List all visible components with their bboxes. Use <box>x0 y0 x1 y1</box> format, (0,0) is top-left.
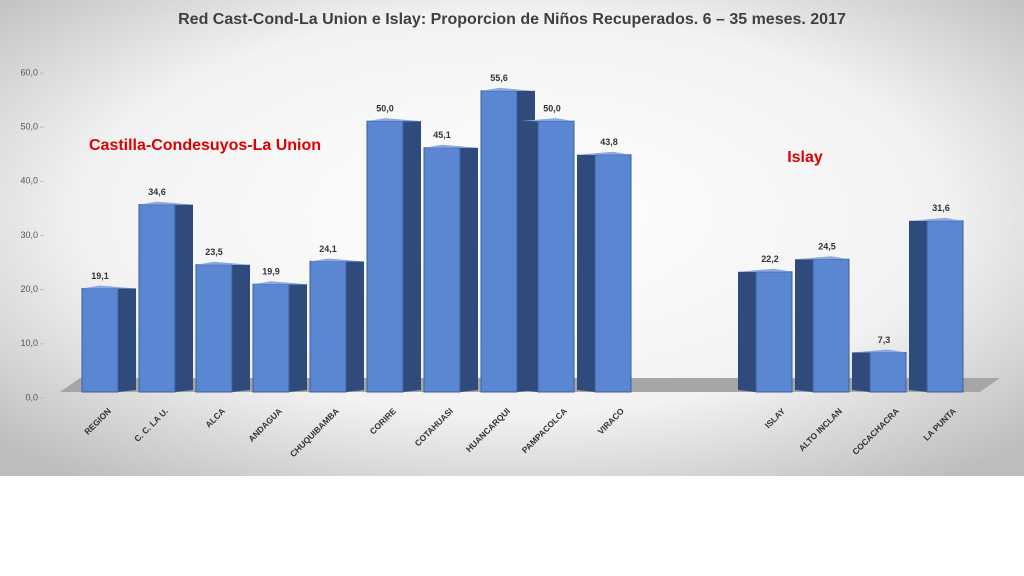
bar-side <box>460 147 478 392</box>
bar-side <box>738 271 756 392</box>
bar-top <box>82 285 136 289</box>
bar-top <box>196 261 250 265</box>
value-label: 50,0 <box>543 104 561 114</box>
bar-top <box>253 281 307 285</box>
y-tick-label: 30,0 <box>20 230 38 240</box>
bar-top <box>424 144 478 148</box>
bar <box>252 283 290 393</box>
bar-side <box>175 204 193 392</box>
bar-side <box>852 352 870 392</box>
bar <box>195 264 233 393</box>
bar <box>480 90 518 393</box>
bar-side <box>520 121 538 393</box>
value-label: 43,8 <box>600 137 618 147</box>
value-label: 34,6 <box>148 187 166 197</box>
bar <box>366 120 404 393</box>
bar-side <box>909 220 927 392</box>
bar-side <box>346 261 364 392</box>
y-tick-label: 50,0 <box>20 122 38 132</box>
bar <box>537 120 575 393</box>
value-label: 19,1 <box>91 271 109 281</box>
bar-side <box>795 259 813 392</box>
bar-top <box>520 118 574 122</box>
annotation: Castilla-Condesuyos-La Union <box>89 137 321 154</box>
bar-top <box>577 151 631 155</box>
bar <box>594 154 632 393</box>
bar-top <box>738 268 792 272</box>
bar <box>755 271 793 393</box>
bar-side <box>403 121 421 393</box>
value-label: 50,0 <box>376 104 394 114</box>
value-label: 31,6 <box>932 203 950 213</box>
bar-top <box>139 201 193 205</box>
value-label: 24,5 <box>818 242 836 252</box>
value-label: 19,9 <box>262 267 280 277</box>
value-label: 55,6 <box>490 73 508 83</box>
bar-top <box>481 87 535 91</box>
value-label: 7,3 <box>878 335 891 345</box>
y-tick-label: 60,0 <box>20 67 38 77</box>
bar <box>869 351 907 393</box>
bar-side <box>232 264 250 392</box>
bar <box>309 260 347 393</box>
value-label: 22,2 <box>761 254 779 264</box>
bar-side <box>118 288 136 392</box>
value-label: 24,1 <box>319 244 337 254</box>
bar <box>138 204 176 393</box>
y-tick-label: 40,0 <box>20 176 38 186</box>
bar <box>926 220 964 393</box>
bar-top <box>795 256 849 260</box>
y-tick-label: 10,0 <box>20 338 38 348</box>
value-label: 23,5 <box>205 247 223 257</box>
bar <box>81 288 119 393</box>
bar-top <box>852 349 906 353</box>
chart-title: Red Cast-Cond-La Union e Islay: Proporci… <box>178 11 846 28</box>
y-tick-label: 20,0 <box>20 284 38 294</box>
bar <box>812 258 850 393</box>
bar-side <box>289 284 307 392</box>
bar-side <box>577 154 595 392</box>
bar <box>423 147 461 393</box>
bar-top <box>367 118 421 122</box>
annotation: Islay <box>787 149 823 166</box>
y-tick-label: 0,0 <box>25 392 38 402</box>
value-label: 45,1 <box>433 130 451 140</box>
bar-top <box>909 217 963 221</box>
bar-top <box>310 258 364 262</box>
